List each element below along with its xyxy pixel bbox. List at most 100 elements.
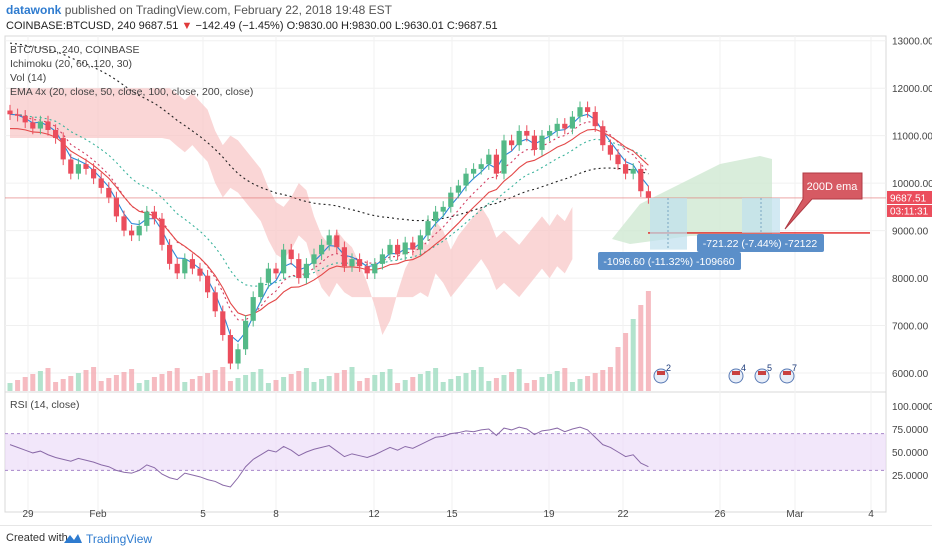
volume-bar	[205, 373, 211, 391]
time-tick-label: 8	[273, 509, 279, 520]
legend-symbol: BTC/USD, 240, COINBASE	[10, 44, 140, 56]
volume-bar	[554, 371, 560, 391]
candle-body	[235, 349, 241, 364]
time-tick-label: 26	[714, 509, 726, 520]
candle-body	[68, 159, 74, 174]
volume-bar	[250, 372, 256, 391]
volume-bar	[607, 367, 613, 391]
volume-bar	[372, 375, 378, 391]
volume-bar	[7, 383, 13, 391]
volume-bar	[83, 370, 89, 391]
ichimoku-cloud-bearish	[10, 88, 573, 336]
volume-bar	[623, 333, 629, 391]
volume-bar	[288, 374, 294, 391]
candle-body	[106, 187, 112, 198]
candle-body	[273, 268, 279, 274]
candle-body	[212, 292, 218, 312]
volume-bar	[45, 368, 51, 391]
rsi-tick-label: 25.0000	[892, 471, 929, 482]
candle-body	[455, 185, 461, 193]
volume-bar	[113, 375, 119, 391]
volume-bar	[531, 380, 537, 391]
candle-body	[569, 116, 575, 129]
legend-rsi: RSI (14, close)	[10, 399, 80, 411]
volume-bar	[516, 369, 522, 391]
candle-body	[364, 266, 370, 274]
volume-bar	[212, 370, 218, 391]
price-tick-label: 10000.00	[892, 179, 932, 190]
rsi-line	[9, 426, 649, 488]
ema-callout-text: 200D ema	[807, 181, 859, 193]
candle-body	[220, 311, 226, 336]
tradingview-brand-link[interactable]: TradingView	[86, 532, 153, 546]
volume-bar	[75, 373, 81, 391]
candle-body	[75, 164, 81, 174]
volume-bar	[577, 379, 583, 391]
volume-bar	[645, 291, 651, 391]
volume-bar	[501, 375, 507, 391]
candle-body	[303, 263, 309, 279]
footer: Created with TradingView	[0, 525, 932, 551]
time-tick-label: 12	[368, 509, 380, 520]
time-tick-label: 5	[200, 509, 206, 520]
publish-info: published on TradingView.com, February 2…	[64, 3, 393, 17]
volume-bar	[638, 305, 644, 391]
candle-body	[319, 244, 325, 255]
volume-bar	[547, 374, 553, 391]
candle-body	[83, 164, 89, 169]
volume-bar	[106, 378, 112, 391]
candle-body	[341, 247, 347, 267]
candle-body	[372, 263, 378, 274]
symbol-label: COINBASE:BTCUSD, 240	[6, 20, 136, 32]
ohlc-values: O:9830.00 H:9830.00 L:9630.01 C:9687.51	[286, 20, 498, 32]
ohlc-line: COINBASE:BTCUSD, 240 9687.51 ▼ −142.49 (…	[6, 20, 498, 32]
event-flag-stripe	[732, 371, 740, 375]
volume-bar	[144, 380, 150, 391]
candle-body	[334, 235, 340, 248]
volume-bar	[630, 319, 636, 391]
candle-body	[167, 244, 173, 264]
candle-body	[585, 107, 591, 112]
candle-body	[645, 191, 651, 199]
volume-bar	[455, 376, 461, 391]
candle-body	[493, 154, 499, 174]
candle-body	[433, 211, 439, 222]
candle-body	[197, 268, 203, 276]
price-tick-label: 11000.00	[892, 132, 932, 143]
volume-bar	[319, 379, 325, 391]
chart-canvas[interactable]: 13000.00 12000.00 11000.00 10000.00 9000.00 8…	[0, 34, 932, 525]
rsi-tick-label: 75.0000	[892, 425, 929, 436]
chart-header: datawonk published on TradingView.com, F…	[0, 0, 932, 34]
candle-body	[288, 249, 294, 260]
volume-bar	[227, 381, 233, 391]
candle-body	[174, 263, 180, 274]
volume-bar	[592, 373, 598, 391]
ema-100-line	[9, 113, 649, 287]
volume-bar	[189, 379, 195, 391]
volume-bar	[326, 376, 332, 391]
candle-body	[15, 114, 21, 116]
author-link[interactable]: datawonk	[6, 3, 62, 17]
volume-bar	[569, 382, 575, 391]
volume-bar	[151, 377, 157, 391]
candle-body	[113, 197, 119, 217]
volume-bar	[281, 377, 287, 391]
candle-body	[531, 135, 537, 150]
candle-body	[243, 320, 249, 350]
candle-body	[98, 178, 104, 188]
countdown-tag-text: 03:11:31	[890, 206, 929, 217]
candle-body	[478, 164, 484, 169]
last-price-tag	[887, 190, 932, 204]
volume-bar	[379, 372, 385, 391]
volume-bar	[136, 383, 142, 391]
candle-body	[129, 230, 135, 236]
last-price: 9687.51	[138, 20, 179, 32]
volume-bar	[303, 368, 309, 391]
candle-body	[630, 168, 636, 174]
candle-body	[326, 235, 332, 245]
measure-label-box-2	[697, 234, 824, 252]
volume-bar	[585, 376, 591, 391]
volume-bar	[349, 367, 355, 391]
volume-bar	[395, 383, 401, 391]
volume-bar	[524, 383, 530, 391]
